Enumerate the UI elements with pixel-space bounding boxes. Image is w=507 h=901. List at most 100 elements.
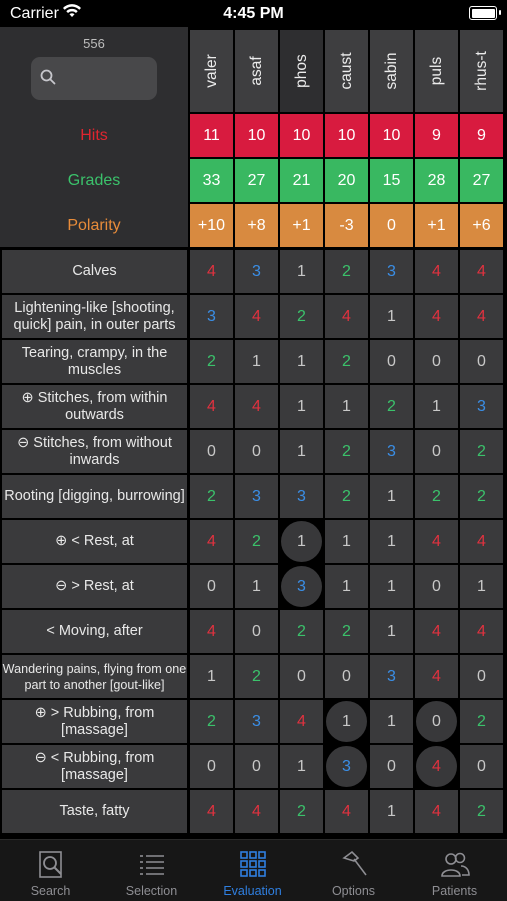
grade-cell[interactable]: 3 xyxy=(235,475,278,518)
grade-cell[interactable]: 3 xyxy=(325,745,368,788)
grade-cell[interactable]: 0 xyxy=(235,430,278,473)
remedy-header[interactable]: sabin xyxy=(370,30,413,112)
grade-cell[interactable]: 2 xyxy=(460,475,503,518)
grade-cell[interactable]: 1 xyxy=(370,565,413,608)
grade-cell[interactable]: 1 xyxy=(370,790,413,833)
grade-cell[interactable]: 4 xyxy=(415,295,458,338)
grade-cell[interactable]: 4 xyxy=(415,610,458,653)
grade-cell[interactable]: 3 xyxy=(370,430,413,473)
remedy-header[interactable]: rhus-t xyxy=(460,30,503,112)
grade-cell[interactable]: 1 xyxy=(415,385,458,428)
rubric-label[interactable]: ⊖ > Rest, at xyxy=(2,565,187,608)
grade-cell[interactable]: 0 xyxy=(415,700,458,743)
grade-cell[interactable]: 4 xyxy=(325,790,368,833)
grade-cell[interactable]: 3 xyxy=(235,700,278,743)
grade-cell[interactable]: 1 xyxy=(280,745,323,788)
grade-cell[interactable]: 2 xyxy=(280,790,323,833)
tab-search[interactable]: Search xyxy=(0,840,101,901)
grade-cell[interactable]: 0 xyxy=(415,430,458,473)
rubric-label[interactable]: ⊖ Stitches, from without inwards xyxy=(2,430,187,473)
grade-cell[interactable]: 1 xyxy=(325,520,368,563)
grade-cell[interactable]: 3 xyxy=(280,565,323,608)
grade-cell[interactable]: 1 xyxy=(370,475,413,518)
grade-cell[interactable]: 0 xyxy=(280,655,323,698)
grade-cell[interactable]: 1 xyxy=(235,565,278,608)
grade-cell[interactable]: 1 xyxy=(370,700,413,743)
grade-cell[interactable]: 1 xyxy=(325,385,368,428)
grade-cell[interactable]: 1 xyxy=(280,520,323,563)
grade-cell[interactable]: 4 xyxy=(235,385,278,428)
grade-cell[interactable]: 2 xyxy=(235,655,278,698)
grade-cell[interactable]: 3 xyxy=(280,475,323,518)
rubric-label[interactable]: Lightening-like [shooting, quick] pain, … xyxy=(2,295,187,338)
grade-cell[interactable]: 0 xyxy=(370,340,413,383)
grade-cell[interactable]: 4 xyxy=(415,655,458,698)
remedy-header[interactable]: puls xyxy=(415,30,458,112)
grade-cell[interactable]: 0 xyxy=(190,565,233,608)
grade-cell[interactable]: 3 xyxy=(370,655,413,698)
grade-cell[interactable]: 1 xyxy=(325,565,368,608)
grade-cell[interactable]: 2 xyxy=(235,520,278,563)
grade-cell[interactable]: 3 xyxy=(460,385,503,428)
grade-cell[interactable]: 1 xyxy=(370,295,413,338)
grade-cell[interactable]: 1 xyxy=(370,610,413,653)
grade-cell[interactable]: 4 xyxy=(460,520,503,563)
grade-cell[interactable]: 2 xyxy=(325,610,368,653)
grade-cell[interactable]: 2 xyxy=(190,340,233,383)
grade-cell[interactable]: 4 xyxy=(325,295,368,338)
grade-cell[interactable]: 4 xyxy=(415,745,458,788)
grade-cell[interactable]: 4 xyxy=(190,250,233,293)
grade-cell[interactable]: 1 xyxy=(280,340,323,383)
rubric-label[interactable]: Taste, fatty xyxy=(2,790,187,833)
rubric-label[interactable]: Rooting [digging, burrowing] xyxy=(2,475,187,518)
grade-cell[interactable]: 2 xyxy=(370,385,413,428)
rubric-label[interactable]: Tearing, crampy, in the muscles xyxy=(2,340,187,383)
grade-cell[interactable]: 2 xyxy=(460,790,503,833)
remedy-header[interactable]: valer xyxy=(190,30,233,112)
grade-cell[interactable]: 0 xyxy=(460,340,503,383)
grade-cell[interactable]: 3 xyxy=(235,250,278,293)
grade-cell[interactable]: 2 xyxy=(280,295,323,338)
grade-cell[interactable]: 4 xyxy=(190,610,233,653)
rubric-label[interactable]: ⊖ < Rubbing, from [massage] xyxy=(2,745,187,788)
tab-selection[interactable]: Selection xyxy=(101,840,202,901)
rubric-label[interactable]: ⊕ Stitches, from within outwards xyxy=(2,385,187,428)
grade-cell[interactable]: 4 xyxy=(235,790,278,833)
grade-cell[interactable]: 4 xyxy=(190,385,233,428)
rubric-label[interactable]: ⊕ > Rubbing, from [massage] xyxy=(2,700,187,743)
grade-cell[interactable]: 4 xyxy=(415,520,458,563)
tab-options[interactable]: Options xyxy=(303,840,404,901)
grade-cell[interactable]: 2 xyxy=(325,475,368,518)
remedy-header[interactable]: asaf xyxy=(235,30,278,112)
rubric-label[interactable]: < Moving, after xyxy=(2,610,187,653)
grade-cell[interactable]: 4 xyxy=(460,250,503,293)
grade-cell[interactable]: 3 xyxy=(370,250,413,293)
grade-cell[interactable]: 0 xyxy=(370,745,413,788)
grade-cell[interactable]: 0 xyxy=(415,565,458,608)
grade-cell[interactable]: 2 xyxy=(415,475,458,518)
grade-cell[interactable]: 2 xyxy=(325,430,368,473)
grade-cell[interactable]: 1 xyxy=(235,340,278,383)
grade-cell[interactable]: 1 xyxy=(460,565,503,608)
grade-cell[interactable]: 1 xyxy=(280,385,323,428)
grade-cell[interactable]: 1 xyxy=(190,655,233,698)
grade-cell[interactable]: 1 xyxy=(280,430,323,473)
rubric-label[interactable]: Calves xyxy=(2,250,187,293)
grade-cell[interactable]: 2 xyxy=(190,475,233,518)
grade-cell[interactable]: 4 xyxy=(415,790,458,833)
grade-cell[interactable]: 2 xyxy=(460,700,503,743)
grade-cell[interactable]: 0 xyxy=(190,745,233,788)
grade-cell[interactable]: 4 xyxy=(190,520,233,563)
grade-cell[interactable]: 0 xyxy=(190,430,233,473)
grade-cell[interactable]: 4 xyxy=(460,295,503,338)
grade-cell[interactable]: 2 xyxy=(325,250,368,293)
grade-cell[interactable]: 1 xyxy=(370,520,413,563)
grade-cell[interactable]: 0 xyxy=(460,655,503,698)
grade-cell[interactable]: 2 xyxy=(460,430,503,473)
grade-cell[interactable]: 0 xyxy=(235,610,278,653)
grade-cell[interactable]: 0 xyxy=(460,745,503,788)
grade-cell[interactable]: 3 xyxy=(190,295,233,338)
grade-cell[interactable]: 4 xyxy=(190,790,233,833)
grade-cell[interactable]: 0 xyxy=(415,340,458,383)
remedy-header[interactable]: caust xyxy=(325,30,368,112)
